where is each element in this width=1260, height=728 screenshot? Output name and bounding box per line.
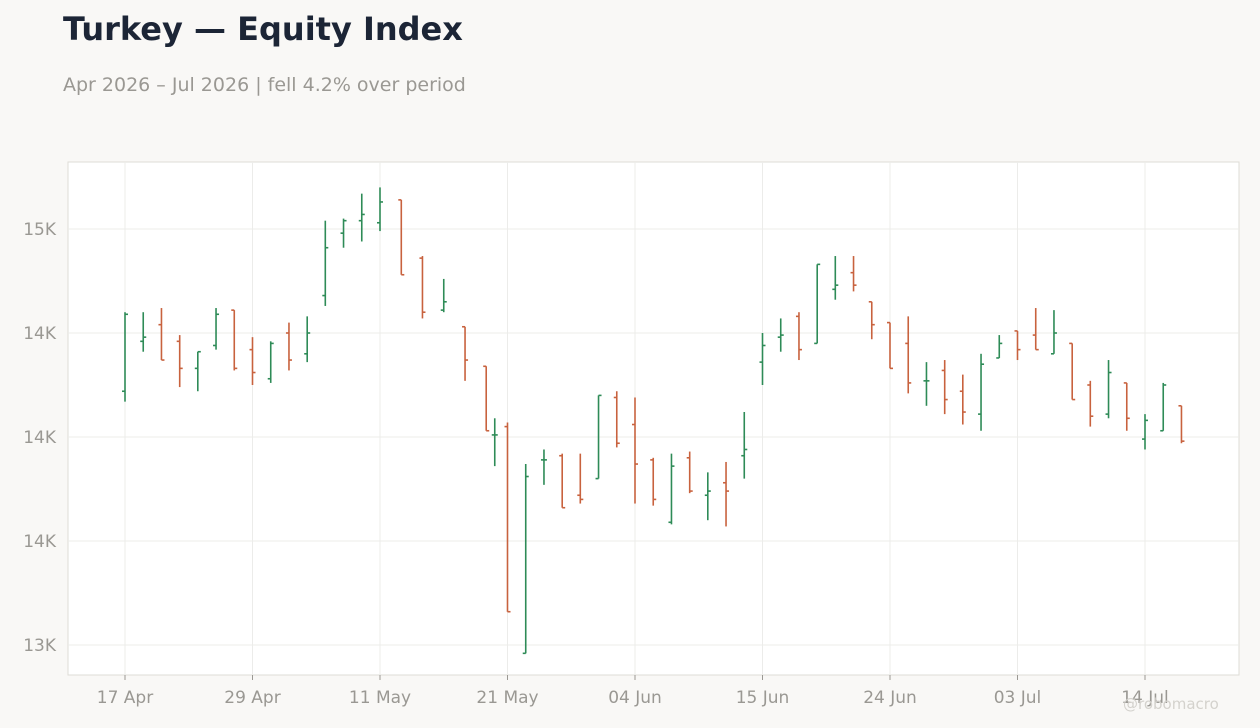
ohlc-bar	[398, 199, 405, 276]
ohlc-bar	[668, 453, 675, 525]
ohlc-bar	[522, 464, 529, 655]
ohlc-bar	[632, 397, 638, 504]
ohlc-bar	[559, 453, 566, 509]
y-tick-label: 14K	[23, 324, 57, 344]
ohlc-bar	[759, 333, 766, 385]
ohlc-bar	[1050, 310, 1057, 355]
x-tick-label: 11 May	[349, 688, 411, 708]
ohlc-bar	[462, 325, 469, 381]
ohlc-bar	[377, 187, 383, 232]
ohlc-bar	[1069, 342, 1076, 401]
ohlc-bar	[1087, 380, 1094, 427]
y-tick-label: 14K	[23, 428, 57, 448]
chart-title: Turkey — Equity Index	[63, 10, 463, 48]
ohlc-bar	[1178, 404, 1185, 444]
ohlc-bar	[777, 318, 784, 352]
x-tick-label: 17 Apr	[97, 688, 153, 708]
ohlc-bar	[704, 472, 711, 521]
ohlc-bar	[249, 337, 256, 385]
x-tick-label: 15 Jun	[736, 688, 790, 708]
ohlc-bar	[1123, 382, 1130, 431]
x-tick-label: 29 Apr	[224, 688, 280, 708]
ohlc-bar	[996, 335, 1003, 359]
ohlc-bar	[686, 451, 693, 494]
ohlc-bar	[122, 312, 128, 402]
ohlc-bar	[941, 360, 948, 415]
ohlc-bar	[613, 391, 620, 448]
ohlc-bar	[483, 365, 490, 432]
ohlc-bar	[540, 449, 547, 485]
y-tick-label: 15K	[23, 220, 57, 240]
ohlc-bar	[194, 350, 201, 392]
ohlc-bar	[267, 341, 274, 383]
x-tick-label: 04 Jun	[608, 688, 662, 708]
x-tick-label: 14 Jul	[1121, 688, 1169, 708]
ohlc-bar	[304, 316, 311, 363]
ohlc-bar	[213, 308, 220, 350]
ohlc-bar	[887, 321, 893, 370]
ohlc-bar	[1014, 330, 1021, 361]
ohlc-bar	[905, 316, 912, 394]
ohlc-bar	[322, 220, 329, 306]
ohlc-bar	[959, 374, 966, 425]
ohlc-bar	[978, 353, 985, 431]
ohlc-bar	[504, 422, 511, 613]
chart-subtitle: Apr 2026 – Jul 2026 | fell 4.2% over per…	[63, 74, 466, 96]
ohlc-bar	[577, 453, 584, 504]
ohlc-bar	[358, 193, 365, 242]
ohlc-bar	[814, 263, 821, 345]
y-axis: 13K 14K 14K 14K 15K	[23, 220, 57, 656]
ohlc-bar	[158, 308, 165, 361]
ohlc-bar	[1142, 414, 1148, 450]
ohlc-bar	[419, 256, 426, 319]
y-tick-label: 14K	[23, 532, 57, 552]
ohlc-bar	[1105, 360, 1112, 419]
ohlc-bar	[832, 256, 839, 300]
ohlc-bar	[795, 312, 802, 361]
ohlc-bar	[595, 394, 602, 480]
ohlc-bar	[340, 218, 347, 248]
ohlc-bar	[741, 412, 748, 479]
ohlc-series	[122, 187, 1185, 655]
ohlc-bar	[868, 300, 875, 340]
x-tick-label: 24 Jun	[863, 688, 917, 708]
ohlc-bar	[176, 335, 183, 388]
y-tick-label: 13K	[23, 636, 57, 656]
ohlc-bar	[285, 322, 292, 371]
plot-area	[67, 161, 1240, 676]
x-tick-label: 21 May	[476, 688, 538, 708]
ohlc-bar	[440, 278, 447, 313]
ohlc-bar	[650, 457, 657, 506]
ohlc-bar	[1032, 308, 1039, 351]
watermark: @robomacro	[1123, 695, 1219, 713]
ohlc-bar	[231, 309, 238, 371]
ohlc-bar	[491, 418, 498, 467]
ohlc-bar	[140, 312, 147, 352]
ohlc-bar	[723, 461, 730, 527]
ohlc-bar	[1160, 382, 1167, 432]
ohlc-bar	[850, 256, 857, 292]
x-axis: 17 Apr 29 Apr 11 May 21 May 04 Jun 15 Jun 24 J…	[97, 675, 1169, 708]
ohlc-bar	[923, 362, 930, 406]
x-tick-label: 03 Jul	[994, 688, 1042, 708]
